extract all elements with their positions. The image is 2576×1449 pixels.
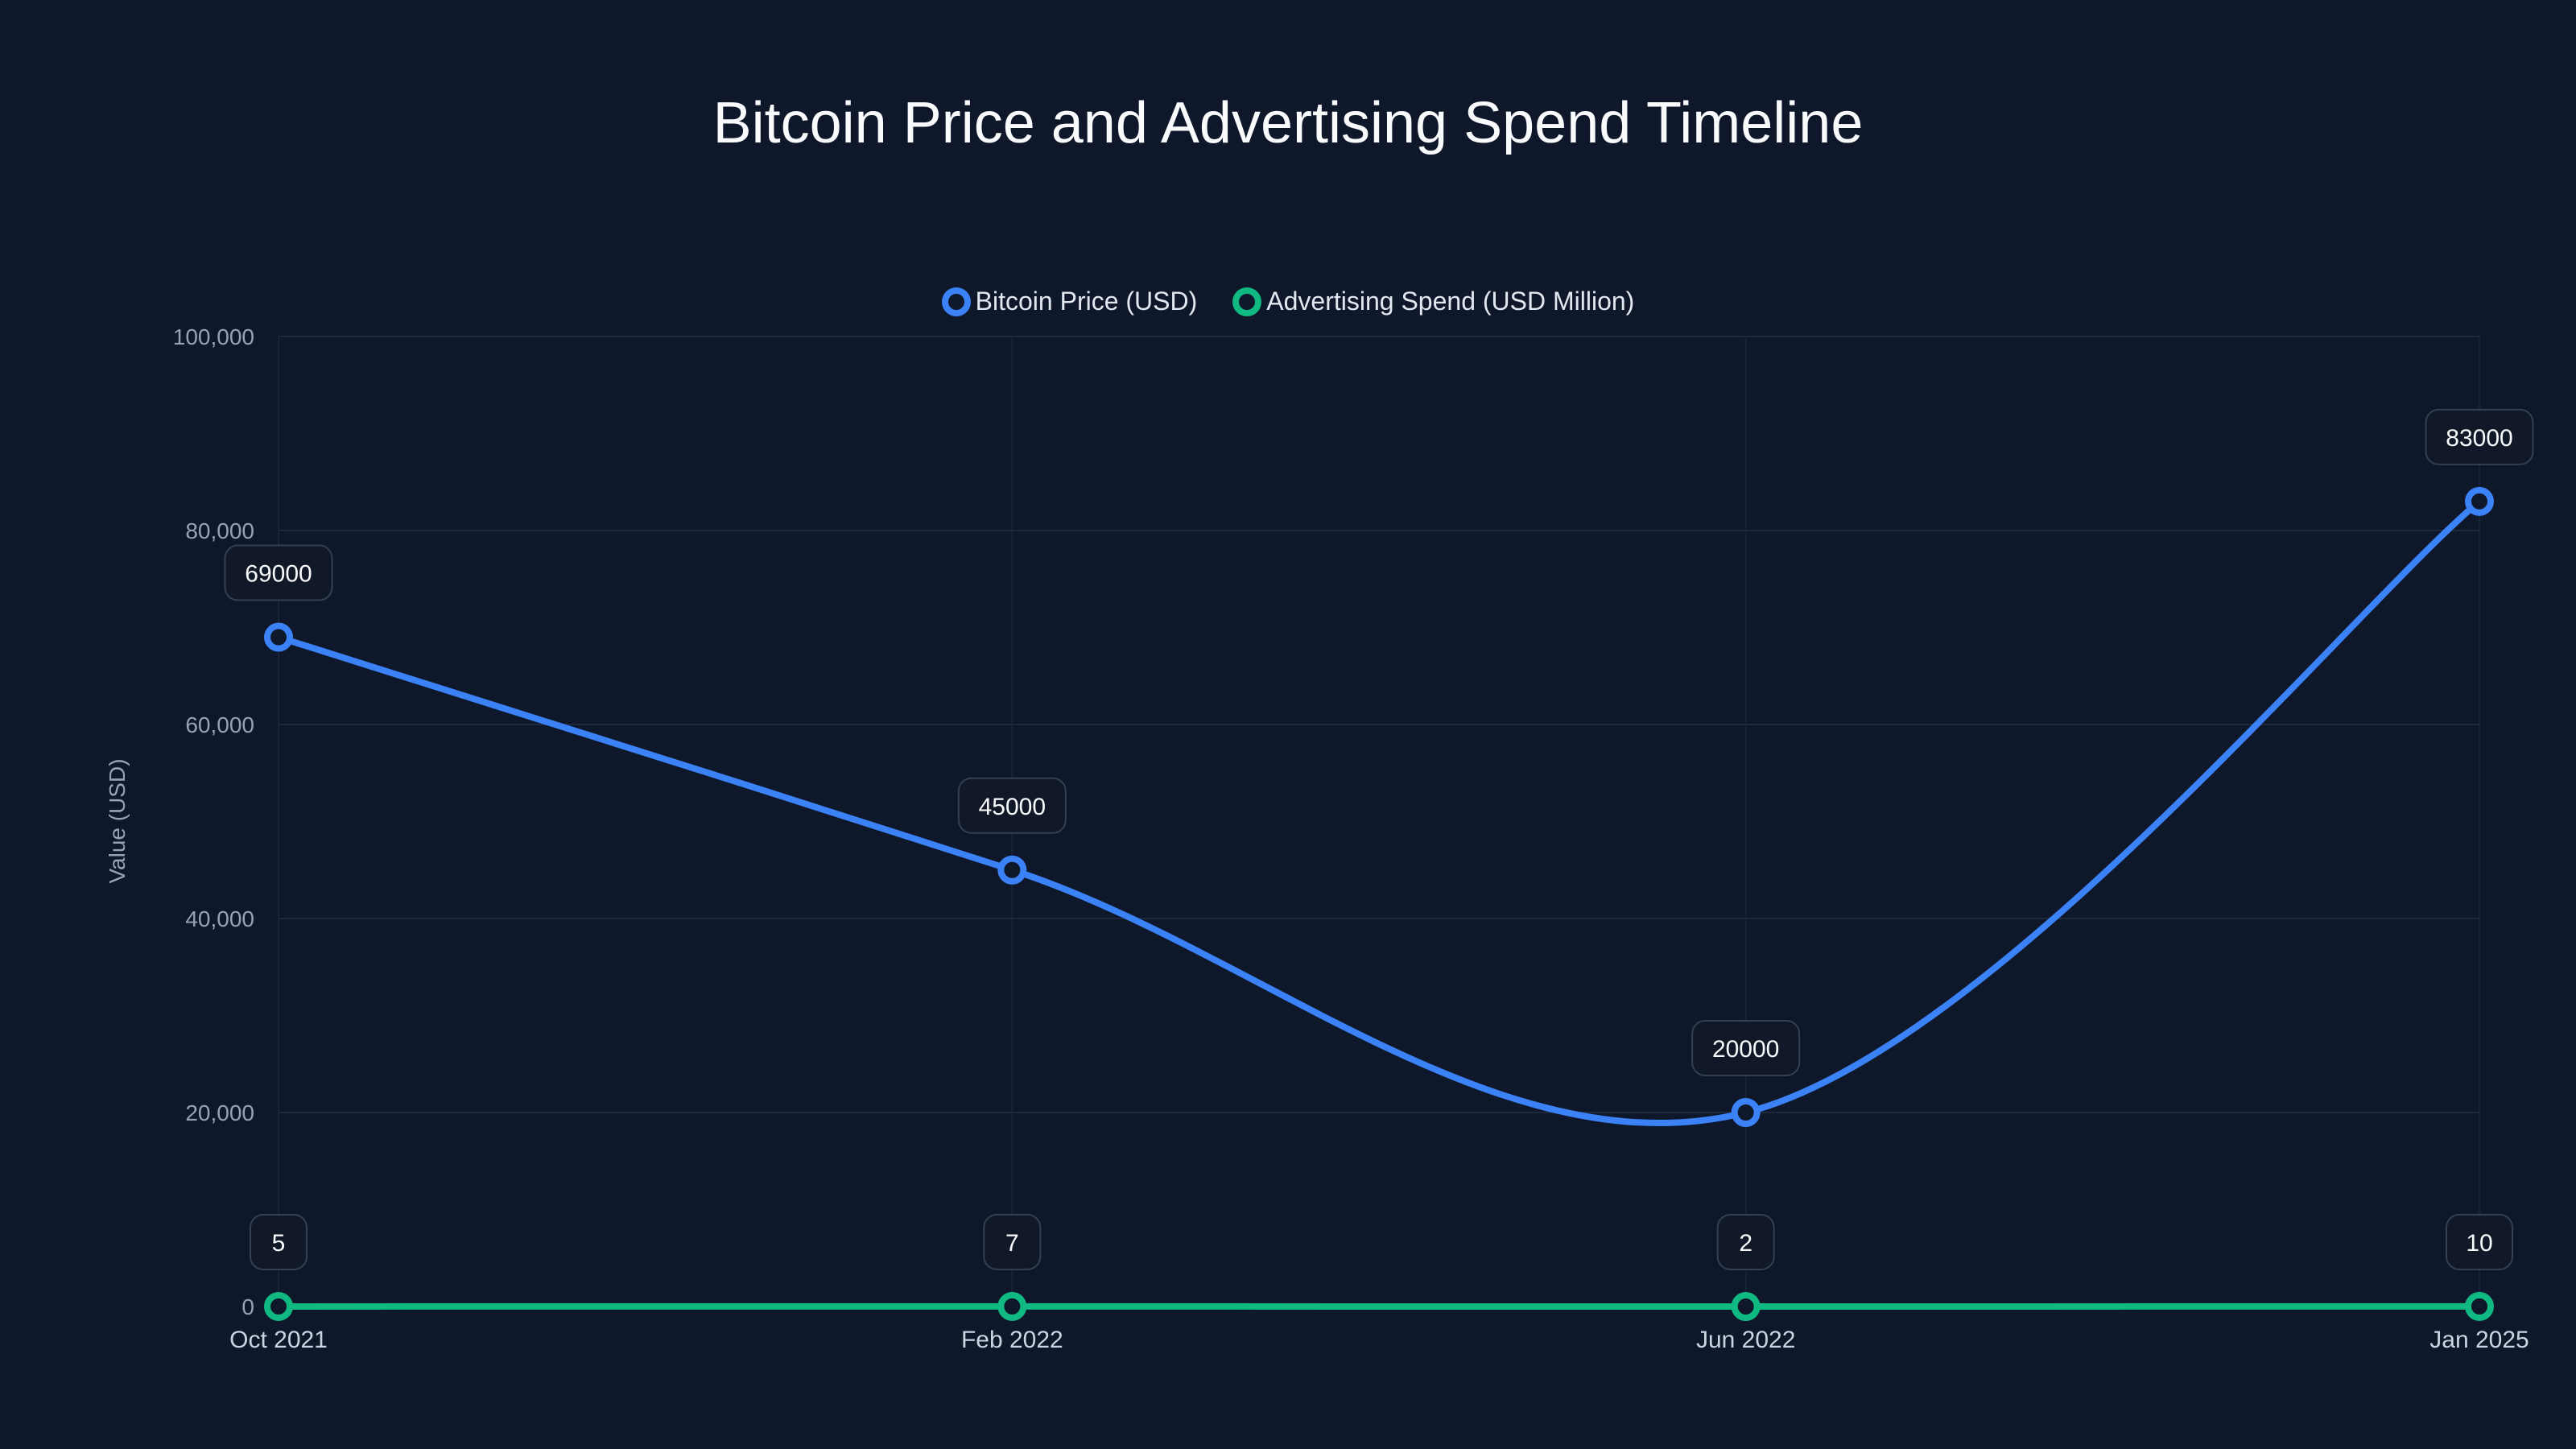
data-label-box — [1691, 1020, 1801, 1076]
legend-label: Advertising Spend (USD Million) — [1266, 287, 1635, 316]
legend-item-bitcoin[interactable]: Bitcoin Price (USD) — [941, 287, 1198, 316]
data-label: 20000 — [1691, 1020, 1801, 1076]
data-label-box — [250, 1213, 308, 1270]
circle-outline-icon — [941, 287, 971, 316]
data-label-value: 7 — [1005, 1230, 1019, 1257]
data-label-value: 10 — [2466, 1230, 2492, 1257]
data-label: 45000 — [957, 777, 1067, 834]
data-label-value: 69000 — [245, 561, 312, 588]
data-label: 83000 — [2425, 408, 2534, 465]
data-label-box — [983, 1213, 1042, 1270]
data-point-marker[interactable] — [997, 1291, 1027, 1321]
series-line — [275, 497, 2483, 1127]
y-tick-label: 80,000 — [185, 518, 254, 543]
data-label-box — [224, 544, 333, 601]
data-label-value: 5 — [272, 1230, 286, 1257]
x-tick-label: Oct 2021 — [229, 1327, 328, 1353]
data-labels: 69000 45000 20000 83000 5 7 2 10 — [224, 408, 2534, 1270]
gridlines — [278, 336, 2480, 1307]
y-tick-label: 100,000 — [173, 324, 254, 349]
y-axis-ticks: 0 20,000 40,000 60,000 80,000 100,000 — [173, 324, 254, 1319]
legend: Bitcoin Price (USD) Advertising Spend (U… — [0, 287, 2576, 316]
series-layer — [264, 486, 2494, 1321]
y-axis-title: Value (USD) — [105, 758, 130, 883]
data-label: 10 — [2446, 1213, 2513, 1270]
y-tick-label: 0 — [242, 1294, 254, 1319]
data-point-marker[interactable] — [1731, 1291, 1761, 1321]
series-advertising-spend — [264, 1291, 2494, 1321]
series-bitcoin-price — [264, 486, 2494, 1127]
legend-item-advertising[interactable]: Advertising Spend (USD Million) — [1232, 287, 1634, 316]
x-tick-label: Feb 2022 — [961, 1327, 1063, 1353]
data-label-value: 20000 — [1712, 1036, 1779, 1063]
y-tick-label: 40,000 — [185, 906, 254, 931]
data-point-marker[interactable] — [2465, 1291, 2494, 1321]
x-axis-ticks: Oct 2021 Feb 2022 Jun 2022 Jan 2025 — [229, 1327, 2529, 1353]
y-tick-label: 60,000 — [185, 712, 254, 737]
data-point-marker[interactable] — [997, 855, 1027, 885]
data-label-value: 2 — [1739, 1230, 1752, 1257]
data-label: 7 — [983, 1213, 1042, 1270]
data-point-marker[interactable] — [2465, 486, 2494, 516]
data-label-box — [2425, 408, 2534, 465]
data-label: 69000 — [224, 544, 333, 601]
data-label-box — [1716, 1213, 1775, 1270]
y-tick-label: 20,000 — [185, 1100, 254, 1125]
data-label: 2 — [1716, 1213, 1775, 1270]
data-point-marker[interactable] — [1731, 1098, 1761, 1127]
data-label-value: 83000 — [2446, 425, 2512, 452]
x-tick-label: Jan 2025 — [2429, 1327, 2529, 1353]
data-label-box — [957, 777, 1067, 834]
data-point-marker[interactable] — [264, 622, 293, 652]
x-tick-label: Jun 2022 — [1696, 1327, 1795, 1353]
legend-label: Bitcoin Price (USD) — [975, 287, 1198, 316]
chart-title: Bitcoin Price and Advertising Spend Time… — [712, 91, 1864, 155]
data-label: 5 — [250, 1213, 308, 1270]
data-label-box — [2446, 1213, 2513, 1270]
data-point-marker[interactable] — [264, 1291, 293, 1321]
circle-outline-icon — [1232, 287, 1262, 316]
data-label-value: 45000 — [979, 794, 1046, 820]
